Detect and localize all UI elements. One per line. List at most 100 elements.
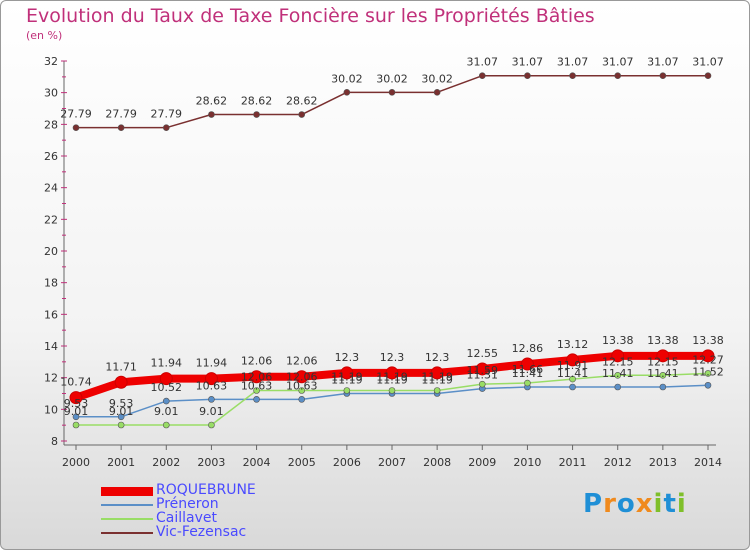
data-label: 31.07 bbox=[602, 56, 634, 69]
x-tick-label: 2000 bbox=[62, 456, 90, 469]
x-tick-label: 2007 bbox=[378, 456, 406, 469]
brand-letter: t bbox=[663, 489, 677, 519]
data-label: 11.94 bbox=[151, 357, 183, 370]
legend-label: Vic-Fezensac bbox=[156, 524, 247, 540]
y-tick-label: 20 bbox=[44, 245, 58, 258]
data-point bbox=[162, 421, 170, 429]
x-tick-label: 2013 bbox=[649, 456, 677, 469]
data-point bbox=[611, 349, 625, 363]
x-tick-label: 2004 bbox=[243, 456, 271, 469]
brand-letter: P bbox=[583, 489, 604, 519]
x-tick-label: 2014 bbox=[694, 456, 722, 469]
y-tick-label: 22 bbox=[44, 213, 58, 226]
data-point bbox=[569, 375, 576, 383]
data-label: 11.91 bbox=[557, 359, 589, 372]
data-label: 12.06 bbox=[241, 370, 273, 383]
data-point bbox=[162, 397, 170, 405]
legend-swatch bbox=[101, 518, 153, 520]
data-point bbox=[72, 124, 80, 131]
data-label: 11.41 bbox=[512, 367, 544, 380]
x-tick-label: 2008 bbox=[423, 456, 451, 469]
data-point bbox=[298, 387, 306, 394]
data-point bbox=[208, 421, 215, 429]
x-tick-label: 2002 bbox=[152, 456, 180, 469]
data-point bbox=[433, 89, 441, 96]
y-tick-label: 14 bbox=[44, 340, 58, 353]
chart-title: Evolution du Taux de Taxe Foncière sur l… bbox=[26, 5, 595, 27]
data-point bbox=[520, 357, 534, 371]
data-label: 12.3 bbox=[425, 351, 450, 364]
data-point bbox=[388, 89, 396, 96]
data-point bbox=[117, 413, 125, 421]
data-label: 12.06 bbox=[286, 355, 318, 368]
data-label: 10.52 bbox=[151, 381, 183, 394]
data-point bbox=[343, 89, 351, 96]
y-tick-label: 28 bbox=[44, 118, 58, 131]
brand-letter: x bbox=[635, 489, 654, 519]
data-label: 12.55 bbox=[467, 347, 499, 360]
data-label: 13.38 bbox=[602, 334, 634, 347]
y-tick-label: 30 bbox=[44, 87, 58, 100]
data-label: 11.94 bbox=[196, 357, 228, 370]
data-label: 13.38 bbox=[647, 334, 679, 347]
data-point bbox=[204, 372, 218, 386]
data-label: 11.41 bbox=[602, 367, 634, 380]
data-point bbox=[253, 396, 260, 403]
y-tick-label: 32 bbox=[44, 55, 58, 68]
y-tick-label: 8 bbox=[51, 435, 58, 448]
data-label: 12.27 bbox=[692, 353, 724, 366]
x-tick-label: 2003 bbox=[197, 456, 225, 469]
brand-letter: o bbox=[616, 489, 636, 519]
x-tick-label: 2011 bbox=[559, 456, 587, 469]
data-point bbox=[208, 396, 215, 403]
data-point bbox=[343, 387, 351, 394]
data-point bbox=[566, 353, 580, 367]
data-point bbox=[659, 72, 667, 80]
data-label: 11.41 bbox=[647, 367, 679, 380]
y-tick-label: 12 bbox=[44, 372, 58, 385]
data-point bbox=[162, 124, 170, 131]
data-label: 12.06 bbox=[286, 370, 318, 383]
brand-letter: r bbox=[603, 489, 617, 519]
data-label: 10.74 bbox=[60, 376, 92, 389]
legend-swatch bbox=[101, 532, 153, 534]
data-label: 31.07 bbox=[512, 56, 544, 69]
data-label: 9.01 bbox=[109, 405, 134, 418]
data-label: 9.01 bbox=[154, 405, 179, 418]
data-label: 30.02 bbox=[421, 72, 453, 85]
data-point bbox=[478, 72, 486, 80]
legend-label: Caillavet bbox=[156, 510, 217, 526]
x-tick-label: 2010 bbox=[513, 456, 541, 469]
data-label: 9.53 bbox=[109, 397, 134, 410]
x-tick-label: 2012 bbox=[604, 456, 632, 469]
data-point bbox=[614, 383, 622, 391]
data-label: 11.19 bbox=[421, 374, 453, 387]
data-point bbox=[388, 387, 396, 394]
data-label: 11.19 bbox=[331, 370, 363, 383]
data-label: 12.06 bbox=[241, 355, 273, 368]
data-point bbox=[614, 72, 622, 80]
data-point bbox=[569, 72, 576, 80]
data-point bbox=[298, 396, 306, 403]
data-label: 27.79 bbox=[60, 108, 92, 121]
data-point bbox=[250, 370, 264, 384]
data-label: 31.07 bbox=[692, 56, 724, 69]
data-point bbox=[253, 387, 260, 394]
data-point bbox=[117, 124, 125, 131]
data-point bbox=[117, 421, 125, 429]
data-label: 28.62 bbox=[196, 95, 228, 108]
data-point bbox=[72, 413, 80, 421]
data-label: 30.02 bbox=[331, 72, 363, 85]
data-label: 10.63 bbox=[241, 379, 273, 392]
data-label: 28.62 bbox=[286, 95, 318, 108]
data-label: 11.19 bbox=[331, 374, 363, 387]
y-tick-label: 10 bbox=[44, 403, 58, 416]
data-label: 12.15 bbox=[647, 355, 679, 368]
data-point bbox=[701, 349, 715, 363]
brand-letter: i bbox=[653, 489, 664, 519]
data-point bbox=[524, 379, 531, 387]
data-point bbox=[475, 362, 489, 376]
data-point bbox=[433, 387, 441, 394]
data-label: 11.71 bbox=[105, 360, 137, 373]
data-label: 12.3 bbox=[335, 351, 360, 364]
